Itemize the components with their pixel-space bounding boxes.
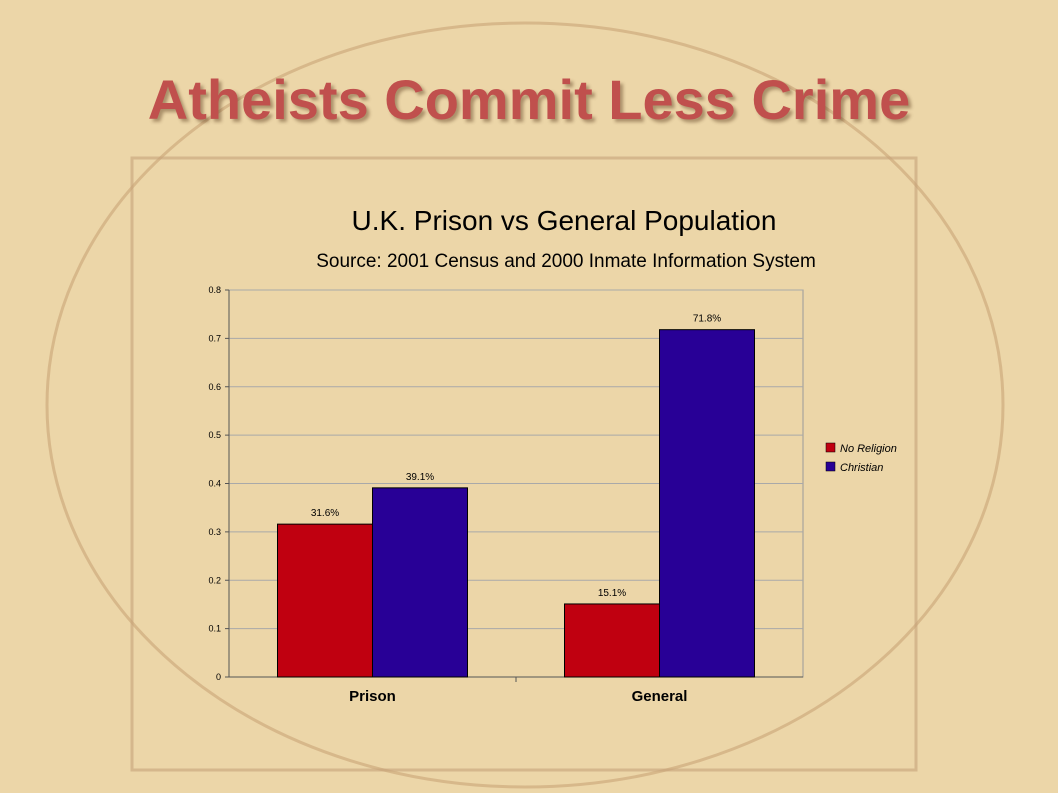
background-frame (130, 156, 918, 772)
y-tick-label: 0.4 (208, 479, 221, 489)
y-tick-label: 0.7 (208, 333, 221, 343)
y-tick-label: 0.2 (208, 575, 221, 585)
data-label: 71.8% (693, 314, 721, 325)
slide-title: Atheists Commit Less Crime (147, 68, 911, 131)
y-tick-label: 0.8 (208, 285, 221, 295)
legend-label: Christian (840, 462, 883, 474)
chart-title: U.K. Prison vs General Population (352, 205, 777, 236)
y-tick-label: 0.6 (208, 382, 221, 392)
chart-subtitle: Source: 2001 Census and 2000 Inmate Info… (316, 251, 816, 272)
legend: No Religion Christian (825, 442, 897, 474)
data-label: 39.1% (406, 472, 434, 483)
data-label: 31.6% (311, 508, 339, 519)
legend-swatch (825, 442, 836, 453)
bar-christian (659, 329, 755, 678)
y-tick-label: 0 (216, 672, 221, 682)
bar-no-religion (277, 523, 373, 678)
bar-no-religion (564, 603, 660, 678)
bar-christian (372, 487, 468, 678)
y-tick-label: 0.5 (208, 430, 221, 440)
background-oval (45, 21, 1005, 789)
plot-area: 0 0.1 0.2 0.3 0.4 0.5 0.6 0.7 0.8 31.6% 39.1% Priso… (208, 285, 804, 705)
legend-label: No Religion (840, 443, 897, 455)
data-label: 15.1% (598, 588, 626, 599)
x-category-label: General (632, 688, 688, 705)
x-category-label: Prison (349, 688, 396, 705)
y-tick-label: 0.3 (208, 527, 221, 537)
y-tick-label: 0.1 (208, 624, 221, 634)
legend-swatch (825, 461, 836, 472)
